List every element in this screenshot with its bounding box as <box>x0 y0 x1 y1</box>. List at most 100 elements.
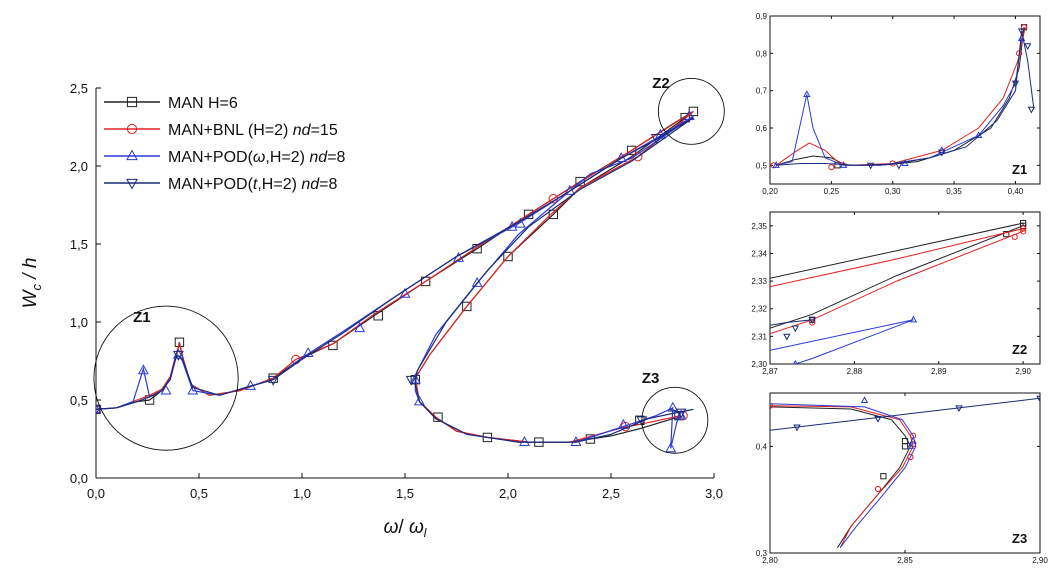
x-tick-label-main: 0,0 <box>87 486 105 501</box>
plot-frame-z2 <box>769 211 1041 365</box>
y-tick-label-main: 1,5 <box>70 237 88 252</box>
marker-pod_omega <box>137 364 149 375</box>
legend-text-part: ,H=2) <box>257 176 301 193</box>
marker-bnl <box>907 453 914 461</box>
marker-bnl <box>874 485 882 493</box>
y-axis-label-base: W <box>20 288 41 308</box>
x-tick-label-main: 2,0 <box>499 486 517 501</box>
x-tick-label-main: 1,5 <box>396 486 414 501</box>
y-tick-label-main: 0,0 <box>70 471 88 486</box>
marker-man <box>1003 231 1010 238</box>
marker-bnl <box>828 164 835 171</box>
marker-pod_t <box>955 405 963 413</box>
legend-entry-bnl: MAN+BNL (H=2) nd=15 <box>168 122 338 139</box>
marker-man <box>462 301 472 312</box>
marker-pod_omega <box>906 442 915 449</box>
legend-entry-pod_t: MAN+POD(t,H=2) nd=8 <box>168 176 338 193</box>
legend-text-part: MAN+POD( <box>168 149 254 166</box>
zone-label-z2: Z2 <box>652 75 670 92</box>
x-tick-label-main: 1,0 <box>293 486 311 501</box>
legend-text-part: =15 <box>311 122 338 139</box>
marker-pod_t <box>938 149 946 157</box>
marker-man <box>880 473 887 480</box>
x-tick-label-main: 2,5 <box>602 486 620 501</box>
marker-pod_omega <box>413 395 425 406</box>
x-tick-label-z1: 0,40 <box>1008 187 1024 196</box>
marker-bnl <box>1011 233 1018 240</box>
legend-text-part: nd <box>301 176 320 193</box>
y-tick-label-main: 2,5 <box>70 81 88 96</box>
y-tick-label-z2: 2,33 <box>751 277 767 286</box>
main-chart: 0,0 0,5 1,0 1,5 2,0 2,5 3,0 0,0 0,5 1,0 1,5 2,0 2,5 Z… <box>20 75 725 540</box>
marker-pod_t <box>1024 43 1032 51</box>
marker-man <box>548 209 559 220</box>
legend-text-part: =8 <box>327 149 345 166</box>
marker-pod_t <box>1027 106 1036 114</box>
marker-pod_omega <box>471 276 483 287</box>
marker-pod_omega <box>160 384 172 395</box>
marker-pod_omega <box>793 359 798 364</box>
zone-circle-z1 <box>93 305 239 451</box>
y-tick-label-z3: 0,4 <box>756 442 768 451</box>
x-tick-label-z3: 2,80 <box>762 556 778 565</box>
x-axis-label-sub: l <box>424 526 427 540</box>
series-group-z3 <box>770 395 1040 549</box>
legend-text-part: MAN+BNL (H=2) <box>168 122 293 139</box>
x-tick-label-z2: 2,90 <box>1015 367 1031 376</box>
y-tick-label-main: 0,5 <box>70 393 88 408</box>
marker-pod_t <box>267 375 279 386</box>
plot-frame-z3 <box>769 392 1041 554</box>
series-line-man <box>770 222 1024 329</box>
marker-pod_omega <box>909 436 917 444</box>
plot-frame-z1 <box>769 15 1041 185</box>
zone-circle-z3 <box>641 386 709 454</box>
y-tick-label-z1: 0,5 <box>756 161 768 170</box>
inset-label-z2: Z2 <box>1012 342 1027 357</box>
marker-pod_t <box>791 325 800 333</box>
series-line-pod_omega <box>770 403 917 549</box>
series-line-pod_t <box>770 397 1040 431</box>
x-axis-label-sub-base: ω <box>409 517 424 538</box>
y-tick-label-z1: 0,8 <box>756 49 768 58</box>
marker-bnl <box>1020 225 1027 232</box>
y-tick-label-z2: 2,31 <box>751 332 767 341</box>
series-line-bnl <box>775 27 1026 166</box>
y-tick-label-z2: 2,34 <box>751 249 767 258</box>
series-group-main <box>96 106 699 453</box>
inset-label-z3: Z3 <box>1012 531 1027 546</box>
y-tick-label-main: 1,0 <box>70 315 88 330</box>
marker-pod_omega <box>665 442 677 453</box>
legend-text-part: ,H=2) <box>265 149 309 166</box>
marker-bnl <box>1020 228 1027 235</box>
marker-pod_t <box>172 350 184 361</box>
y-tick-label-z1: 0,6 <box>756 124 768 133</box>
x-axis-label-slash: / <box>398 517 409 538</box>
zone-circle-z2 <box>657 77 725 145</box>
series-group-z2 <box>770 219 1027 364</box>
x-tick-label-z1: 0,25 <box>824 187 840 196</box>
y-tick-label-z1: 0,9 <box>756 12 768 21</box>
marker-pod_t <box>874 416 882 423</box>
series-line-pod_omega <box>775 38 1023 166</box>
marker-bnl <box>770 402 774 409</box>
inset-label-z1: Z1 <box>1012 162 1027 177</box>
y-tick-label-z3: 0,3 <box>756 549 768 558</box>
x-tick-label-z2: 2,87 <box>762 367 778 376</box>
marker-pod_omega <box>96 403 102 414</box>
marker-pod_t <box>1036 395 1040 403</box>
marker-pod_omega <box>909 315 918 323</box>
marker-pod_omega <box>654 128 666 139</box>
marker-man <box>503 251 513 262</box>
marker-pod_omega <box>803 90 811 97</box>
legend-entry-man: MAN H=6 <box>168 95 238 112</box>
marker-pod_omega <box>399 287 411 298</box>
y-tick-label-z2: 2,35 <box>751 222 767 231</box>
marker-pod_omega <box>901 159 909 167</box>
legend-text-part: t <box>253 176 258 193</box>
legend-text-part: nd <box>309 149 328 166</box>
legend-text-part: nd <box>293 122 312 139</box>
marker-pod_omega <box>667 401 679 412</box>
legend-text-part: ω <box>253 149 265 166</box>
legend-text-part: =8 <box>319 176 337 193</box>
